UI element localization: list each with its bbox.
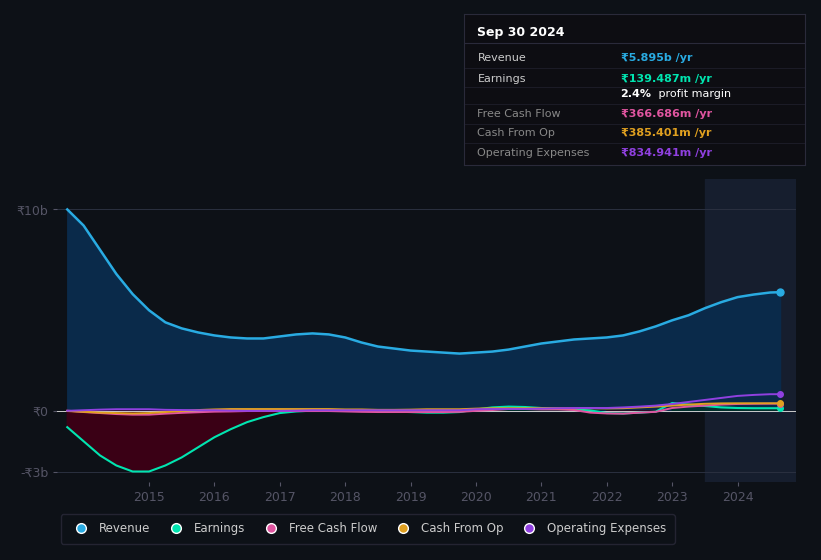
Text: Sep 30 2024: Sep 30 2024 (478, 26, 565, 39)
Text: ₹139.487m /yr: ₹139.487m /yr (621, 74, 712, 84)
Text: ₹834.941m /yr: ₹834.941m /yr (621, 148, 712, 158)
Bar (704, 179, 796, 482)
Text: Operating Expenses: Operating Expenses (478, 148, 589, 158)
Text: 2.4%: 2.4% (621, 89, 652, 99)
Text: Cash From Op: Cash From Op (478, 128, 555, 138)
Text: Free Cash Flow: Free Cash Flow (478, 109, 561, 119)
Text: ₹366.686m /yr: ₹366.686m /yr (621, 109, 712, 119)
Text: Earnings: Earnings (478, 74, 526, 84)
Text: profit margin: profit margin (654, 89, 731, 99)
Legend: Revenue, Earnings, Free Cash Flow, Cash From Op, Operating Expenses: Revenue, Earnings, Free Cash Flow, Cash … (61, 514, 675, 544)
Text: ₹385.401m /yr: ₹385.401m /yr (621, 128, 711, 138)
Text: Revenue: Revenue (478, 53, 526, 63)
Text: ₹5.895b /yr: ₹5.895b /yr (621, 53, 692, 63)
